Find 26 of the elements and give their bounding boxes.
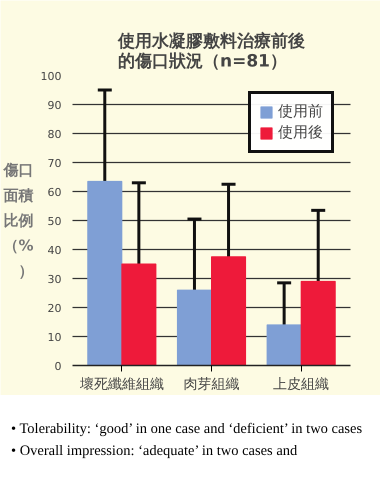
legend-label: 使用前 bbox=[278, 102, 323, 121]
y-tick-label: 60 bbox=[48, 186, 62, 199]
bar bbox=[176, 290, 212, 366]
bar bbox=[121, 264, 156, 366]
y-tick-label: 40 bbox=[48, 244, 62, 257]
bar bbox=[211, 256, 246, 366]
y-tick-label: 100 bbox=[40, 70, 62, 83]
bar bbox=[266, 324, 302, 366]
x-tick-label: 壞死纖維組織 bbox=[78, 376, 164, 392]
text: • Overall impression: ‘adequate’ in two cases and bbox=[11, 442, 298, 461]
bar bbox=[300, 280, 336, 366]
y-tick-label: 10 bbox=[48, 331, 62, 344]
y-tick-label: 70 bbox=[48, 157, 62, 170]
chart-title: 使用水凝膠敷料治療前後的傷口狀況（n=81） bbox=[117, 32, 305, 72]
legend-label: 使用後 bbox=[278, 123, 323, 142]
y-tick-label: 0 bbox=[54, 360, 62, 373]
text: • Tolerability: ‘good’ in one case and ‘deficient’ in two cases bbox=[11, 420, 362, 439]
x-tick-label: 肉芽組織 bbox=[184, 376, 240, 392]
y-tick-label: 50 bbox=[48, 215, 62, 228]
bar bbox=[87, 180, 122, 366]
y-tick-label: 30 bbox=[48, 273, 62, 286]
x-tick-label: 上皮組織 bbox=[273, 376, 330, 392]
y-axis-title: 傷口面積比例（%） bbox=[2, 161, 34, 280]
y-tick-label: 90 bbox=[48, 99, 62, 112]
y-tick-label: 20 bbox=[48, 302, 62, 315]
y-tick-label: 80 bbox=[48, 128, 62, 141]
